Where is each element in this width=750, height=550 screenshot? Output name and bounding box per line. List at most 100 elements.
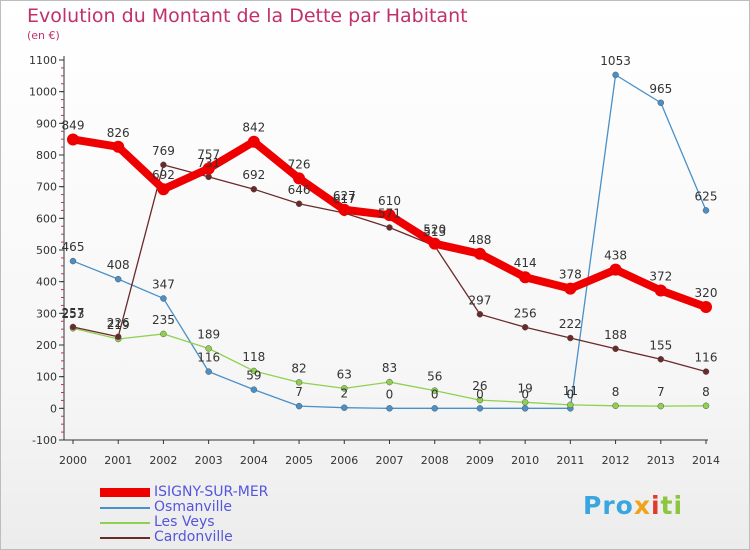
data-point [67, 133, 79, 146]
data-point [702, 402, 710, 410]
x-tick-label: 2005 [285, 454, 313, 467]
data-label: 11 [563, 384, 578, 398]
data-label: 8 [612, 385, 620, 399]
data-point [612, 345, 619, 353]
data-point [702, 368, 710, 375]
data-point [205, 345, 212, 352]
data-point [295, 402, 303, 410]
y-tick-label: 900 [36, 117, 57, 130]
data-label: 842 [242, 121, 265, 135]
data-label: 0 [521, 387, 529, 401]
data-label: 438 [604, 249, 627, 263]
data-point [476, 311, 484, 318]
data-label: 19 [518, 381, 533, 395]
data-label: 59 [246, 369, 261, 383]
data-point [250, 367, 258, 375]
data-label: 0 [476, 387, 484, 401]
legend: ISIGNY-SUR-MER Osmanville Les Veys Cardo… [100, 484, 300, 546]
x-tick-label: 2001 [104, 454, 132, 467]
data-label: 571 [378, 207, 401, 221]
data-point [612, 402, 619, 410]
data-label: 378 [559, 268, 582, 282]
data-point [654, 284, 667, 297]
data-label: 692 [152, 168, 175, 182]
data-label: 0 [431, 387, 439, 401]
data-label: 56 [427, 370, 442, 384]
data-label: 222 [559, 317, 582, 331]
data-point [428, 237, 441, 250]
data-point [476, 405, 484, 412]
data-label: 826 [107, 126, 130, 140]
data-point [657, 356, 665, 363]
data-label: 256 [514, 306, 537, 320]
data-point [519, 271, 532, 284]
data-point [295, 200, 303, 208]
data-label: 617 [333, 192, 356, 206]
x-tick-label: 2003 [195, 454, 223, 467]
proxiti-logo: Proxiti [583, 491, 684, 520]
y-tick-label: 700 [36, 181, 57, 194]
legend-label: ISIGNY-SUR-MER [154, 484, 269, 500]
data-label: 189 [197, 327, 220, 341]
data-point [609, 263, 622, 276]
data-point [700, 301, 712, 313]
data-point [521, 324, 529, 331]
y-tick-label: 500 [36, 244, 57, 257]
data-label: 82 [291, 361, 306, 375]
data-label: 155 [649, 338, 672, 352]
data-point [386, 378, 393, 386]
series-line-1 [72, 74, 707, 409]
y-tick-label: 100 [36, 371, 57, 384]
y-tick-label: 1000 [29, 86, 57, 99]
legend-item-cardonville: Cardonville [100, 529, 300, 546]
data-point [612, 71, 619, 79]
data-point [202, 162, 215, 175]
data-point [386, 224, 393, 231]
data-point [160, 330, 167, 338]
x-tick-label: 2004 [240, 454, 268, 467]
x-tick-label: 2011 [556, 454, 584, 467]
data-label: 347 [152, 277, 175, 291]
x-tick-label: 2009 [466, 454, 494, 467]
data-label: 610 [378, 194, 401, 208]
x-tick-label: 2012 [602, 454, 630, 467]
legend-swatch-cardonville [100, 537, 150, 539]
data-label: 226 [107, 316, 130, 330]
data-point [431, 405, 438, 412]
data-label: 965 [649, 82, 672, 96]
data-label: 8 [702, 385, 710, 399]
data-label: 0 [386, 387, 394, 401]
data-point [205, 368, 212, 375]
data-label: 118 [242, 350, 265, 364]
data-label: 520 [423, 223, 446, 237]
data-point [160, 295, 167, 302]
data-label: 7 [295, 385, 303, 399]
x-tick-label: 2007 [376, 454, 404, 467]
data-point [69, 257, 77, 265]
data-point [69, 323, 77, 331]
data-point [567, 401, 574, 409]
data-point [114, 275, 122, 283]
legend-item-osmanville: Osmanville [100, 499, 300, 516]
data-label: 465 [62, 240, 85, 254]
data-label: 0 [567, 387, 575, 401]
data-point [341, 404, 348, 411]
data-label: 849 [62, 118, 85, 132]
data-point [702, 207, 710, 214]
x-tick-label: 2008 [421, 454, 449, 467]
data-point [160, 161, 167, 169]
data-label: 1053 [600, 54, 631, 68]
y-tick-label: 800 [36, 149, 57, 162]
data-point [247, 135, 260, 148]
data-label: 513 [423, 225, 446, 239]
data-point [567, 334, 574, 342]
legend-swatch-isigny [100, 488, 150, 497]
x-tick-label: 2014 [692, 454, 720, 467]
data-label: 2 [340, 387, 348, 401]
x-tick-label: 2013 [647, 454, 675, 467]
y-tick-label: 300 [36, 307, 57, 320]
data-label: 488 [468, 233, 491, 247]
y-tick-label: 600 [36, 212, 57, 225]
data-label: 257 [62, 306, 85, 320]
data-point [157, 183, 170, 196]
